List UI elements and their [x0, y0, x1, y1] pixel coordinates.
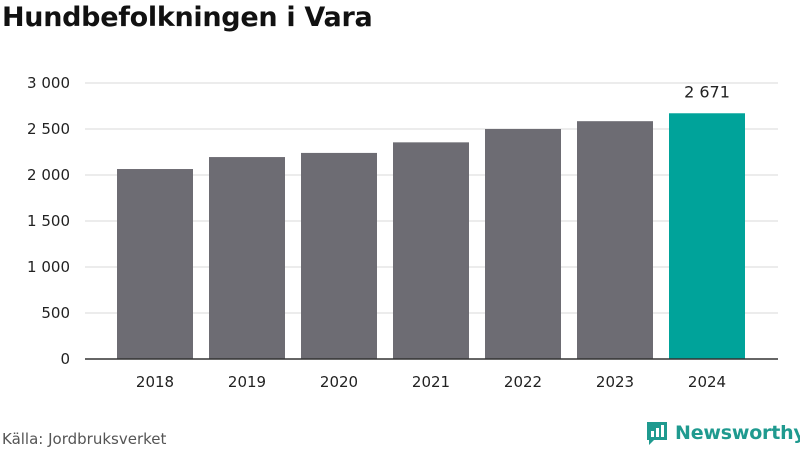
x-axis-labels: 2018 2019 2020 2021 2022 2023 2024 — [136, 373, 726, 391]
bar-2020 — [301, 152, 377, 359]
x-tick-label: 2018 — [136, 373, 174, 391]
x-tick-label: 2023 — [596, 373, 634, 391]
bar-2022 — [485, 129, 561, 359]
bars — [117, 113, 745, 360]
data-labels: 2 671 — [684, 82, 730, 101]
bar-2018 — [117, 169, 193, 359]
y-tick-label: 1 500 — [27, 212, 70, 230]
x-tick-label: 2022 — [504, 373, 542, 391]
y-tick-label: 2 000 — [27, 166, 70, 184]
bar-2024 — [669, 113, 745, 359]
newsworthy-logo-icon — [647, 422, 667, 445]
x-tick-label: 2024 — [688, 373, 726, 391]
brand-name: Newsworthy — [675, 422, 800, 444]
newsworthy-logo: Newsworthy — [645, 420, 800, 446]
data-label: 2 671 — [684, 82, 730, 101]
y-tick-label: 3 000 — [27, 74, 70, 92]
x-tick-label: 2020 — [320, 373, 358, 391]
bar-2021 — [393, 142, 469, 359]
source-note: Källa: Jordbruksverket — [2, 430, 167, 448]
bar-2023 — [577, 121, 653, 360]
y-tick-label: 1 000 — [27, 258, 70, 276]
y-tick-label: 0 — [60, 350, 70, 368]
y-tick-label: 500 — [41, 304, 70, 322]
x-tick-label: 2019 — [228, 373, 266, 391]
chart-title: Hundbefolkningen i Vara — [2, 2, 373, 33]
y-axis-labels: 0 500 1 000 1 500 2 000 2 500 3 000 — [27, 74, 70, 368]
bar-2019 — [209, 157, 285, 359]
x-tick-label: 2021 — [412, 373, 450, 391]
y-tick-label: 2 500 — [27, 120, 70, 138]
